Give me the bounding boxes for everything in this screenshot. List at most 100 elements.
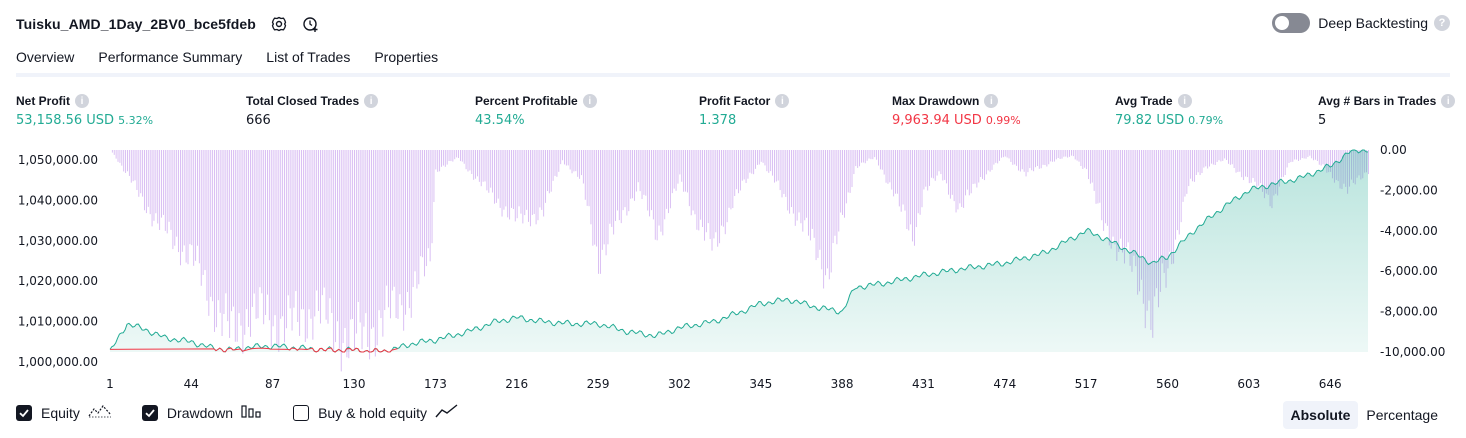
drawdown-bar [1091,150,1093,183]
drawdown-bar [715,150,717,233]
tab-properties[interactable]: Properties [374,49,439,65]
absolute-button[interactable]: Absolute [1282,401,1359,429]
drawdown-bar [297,150,299,322]
equity-checkbox[interactable] [16,404,32,421]
drawdown-bar [1328,150,1330,173]
drawdown-bar [764,150,766,166]
drawdown-bar [308,150,310,310]
info-icon[interactable]: i [984,94,999,108]
drawdown-bar [906,150,908,230]
info-icon[interactable]: i [775,94,790,108]
percentage-button[interactable]: Percentage [1366,407,1438,423]
drawdown-bar [1169,150,1171,252]
drawdown-bar [511,150,512,208]
drawdown-bar [671,150,673,194]
drawdown-bar [635,150,637,192]
drawdown-bar [1197,150,1199,173]
drawdown-bar [874,150,876,158]
drawdown-bar [115,150,117,159]
drawdown-bar [408,150,410,309]
deep-backtesting-toggle[interactable] [1272,13,1311,33]
drawdown-bar [970,150,972,194]
drawdown-bar [1123,150,1125,264]
drawdown-bar [724,150,726,235]
drawdown-bar [1175,150,1176,240]
tab-list-of-trades[interactable]: List of Trades [266,49,351,65]
info-icon[interactable]: i [75,94,89,108]
drawdown-bar [1288,150,1290,164]
drawdown-bar [1186,150,1188,194]
drawdown-bar [1112,150,1114,237]
drawdown-bar [1144,150,1146,329]
drawdown-bar [688,150,690,207]
drawdown-bar [808,150,809,236]
drawdown-bar [204,150,206,271]
drawdown-bar [214,150,215,332]
legend-equity[interactable]: Equity [16,403,112,422]
tab-performance-summary[interactable]: Performance Summary [98,49,243,65]
drawdown-bar [501,150,503,217]
drawdown-bar [993,150,995,165]
add-alert-icon[interactable] [302,15,320,33]
drawdown-bar [579,150,581,179]
drawdown-bar [427,150,429,249]
drawdown-bar [685,150,686,192]
drawdown-bar [1324,150,1326,168]
drawdown-bar [758,150,760,165]
drawdown-bar [1192,150,1193,182]
help-icon[interactable]: ? [1434,15,1450,31]
drawdown-bar [486,150,488,191]
legend-label: Drawdown [166,404,234,421]
drawdown-bar [261,150,263,294]
equity-drawdown-chart[interactable]: 1,050,000.00 1,040,000.00 1,030,000.00 1,02… [0,140,1466,398]
legend-drawdown[interactable]: Drawdown [141,403,263,422]
drawdown-bar [868,150,870,159]
drawdown-bar [1280,150,1282,178]
equity-negative-line [109,347,398,353]
drawdown-bar [940,150,942,175]
drawdown-bar [1025,150,1027,177]
drawdown-bar [1330,150,1332,172]
drawdown-bar [391,150,393,291]
drawdown-bar [363,150,365,327]
info-icon[interactable]: i [1177,94,1192,108]
drawdown-bar [1298,150,1299,161]
info-icon[interactable]: i [364,94,379,108]
drawdown-bar [244,150,246,335]
settings-icon[interactable] [270,15,288,33]
drawdown-bar [232,150,234,307]
metric-value: 53,158.56 USD [16,113,115,128]
info-icon[interactable]: i [1441,94,1456,108]
drawdown-bar [1008,150,1010,159]
drawdown-bar [1222,150,1224,161]
drawdown-bar [174,150,176,246]
drawdown-bar [1320,150,1322,166]
drawdown-bar [1241,150,1243,178]
drawdown-bar [649,150,651,217]
info-icon[interactable]: i [582,94,597,108]
drawdown-bar [444,150,446,167]
drawdown-bar [1076,150,1078,161]
drawdown-bar [584,150,586,200]
drawdown-bar [721,150,722,226]
x-tick-label: 259 [587,377,610,391]
drawdown-bar [739,150,741,191]
drawdown-bar [1201,150,1203,174]
drawdown-bar [622,150,624,211]
drawdown-bar [1053,150,1055,162]
drawdown-bar [399,150,401,295]
drawdown-bar [1301,150,1303,159]
drawdown-bar [980,150,982,177]
metric-value: 666 [246,113,271,128]
drawdown-bar [1212,150,1214,165]
drawdown-bar [403,150,405,331]
drawdown-bar [480,150,482,187]
drawdown-bar [1210,150,1212,164]
y-right-tick-label: -8,000.00 [1380,305,1438,319]
tab-overview[interactable]: Overview [16,44,75,76]
drawdown-bar [323,150,325,288]
legend-buy-hold[interactable]: Buy & hold equity [293,403,459,422]
buy-hold-checkbox[interactable] [293,404,310,421]
drawdown-bar [316,150,318,291]
drawdown-checkbox[interactable] [141,404,158,421]
